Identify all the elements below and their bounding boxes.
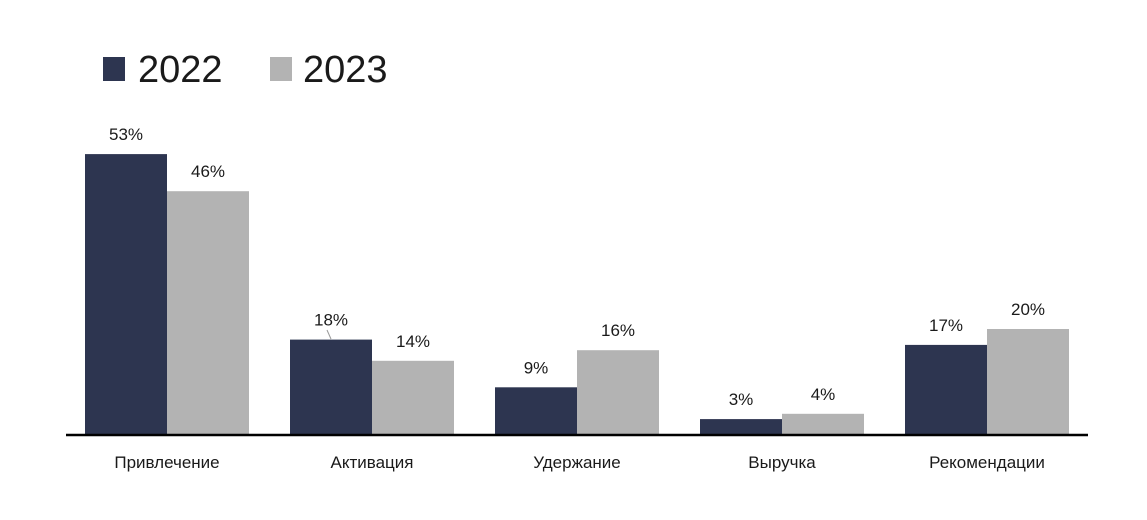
data-label-2023-1: 46%: [191, 162, 225, 181]
data-label-2022-3: 9%: [524, 358, 549, 377]
category-labels: Привлечение Активация Удержание Выручка Реко…: [114, 453, 1045, 472]
legend-label-2023: 2023: [303, 49, 388, 91]
data-label-2022-1: 53%: [109, 125, 143, 144]
legend-swatch-2022: [103, 57, 125, 81]
data-label-2023-3: 16%: [601, 321, 635, 340]
legend-swatch-2023: [270, 57, 292, 81]
bar-2022-3: [495, 387, 577, 435]
data-label-2023-4: 4%: [811, 385, 836, 404]
legend: 2022 2023: [103, 49, 388, 91]
data-label-2022-4: 3%: [729, 390, 754, 409]
bar-2022-4: [700, 419, 782, 435]
category-label-3: Удержание: [533, 453, 620, 472]
category-label-1: Привлечение: [114, 453, 219, 472]
label-leader-line: [326, 329, 332, 340]
bar-2022-5: [905, 344, 987, 435]
bar-2023-3: [577, 350, 659, 435]
legend-label-2022: 2022: [138, 49, 223, 91]
data-label-2022-2: 18%: [314, 311, 348, 330]
value-labels: 53% 46% 18% 14% 9% 16% 3% 4% 17% 20%: [109, 125, 1045, 409]
category-label-4: Выручка: [748, 453, 816, 472]
category-label-5: Рекомендации: [929, 453, 1045, 472]
bar-2022-2: [290, 339, 372, 435]
bar-2023-2: [372, 360, 454, 435]
bar-2022-1: [85, 154, 167, 435]
bar-2023-4: [782, 413, 864, 435]
data-label-2022-5: 17%: [929, 316, 963, 335]
data-label-2023-5: 20%: [1011, 300, 1045, 319]
bars: [85, 154, 1069, 435]
bar-2023-1: [167, 191, 249, 435]
category-label-2: Активация: [331, 453, 414, 472]
data-label-2023-2: 14%: [396, 332, 430, 351]
bar-2023-5: [987, 329, 1069, 435]
